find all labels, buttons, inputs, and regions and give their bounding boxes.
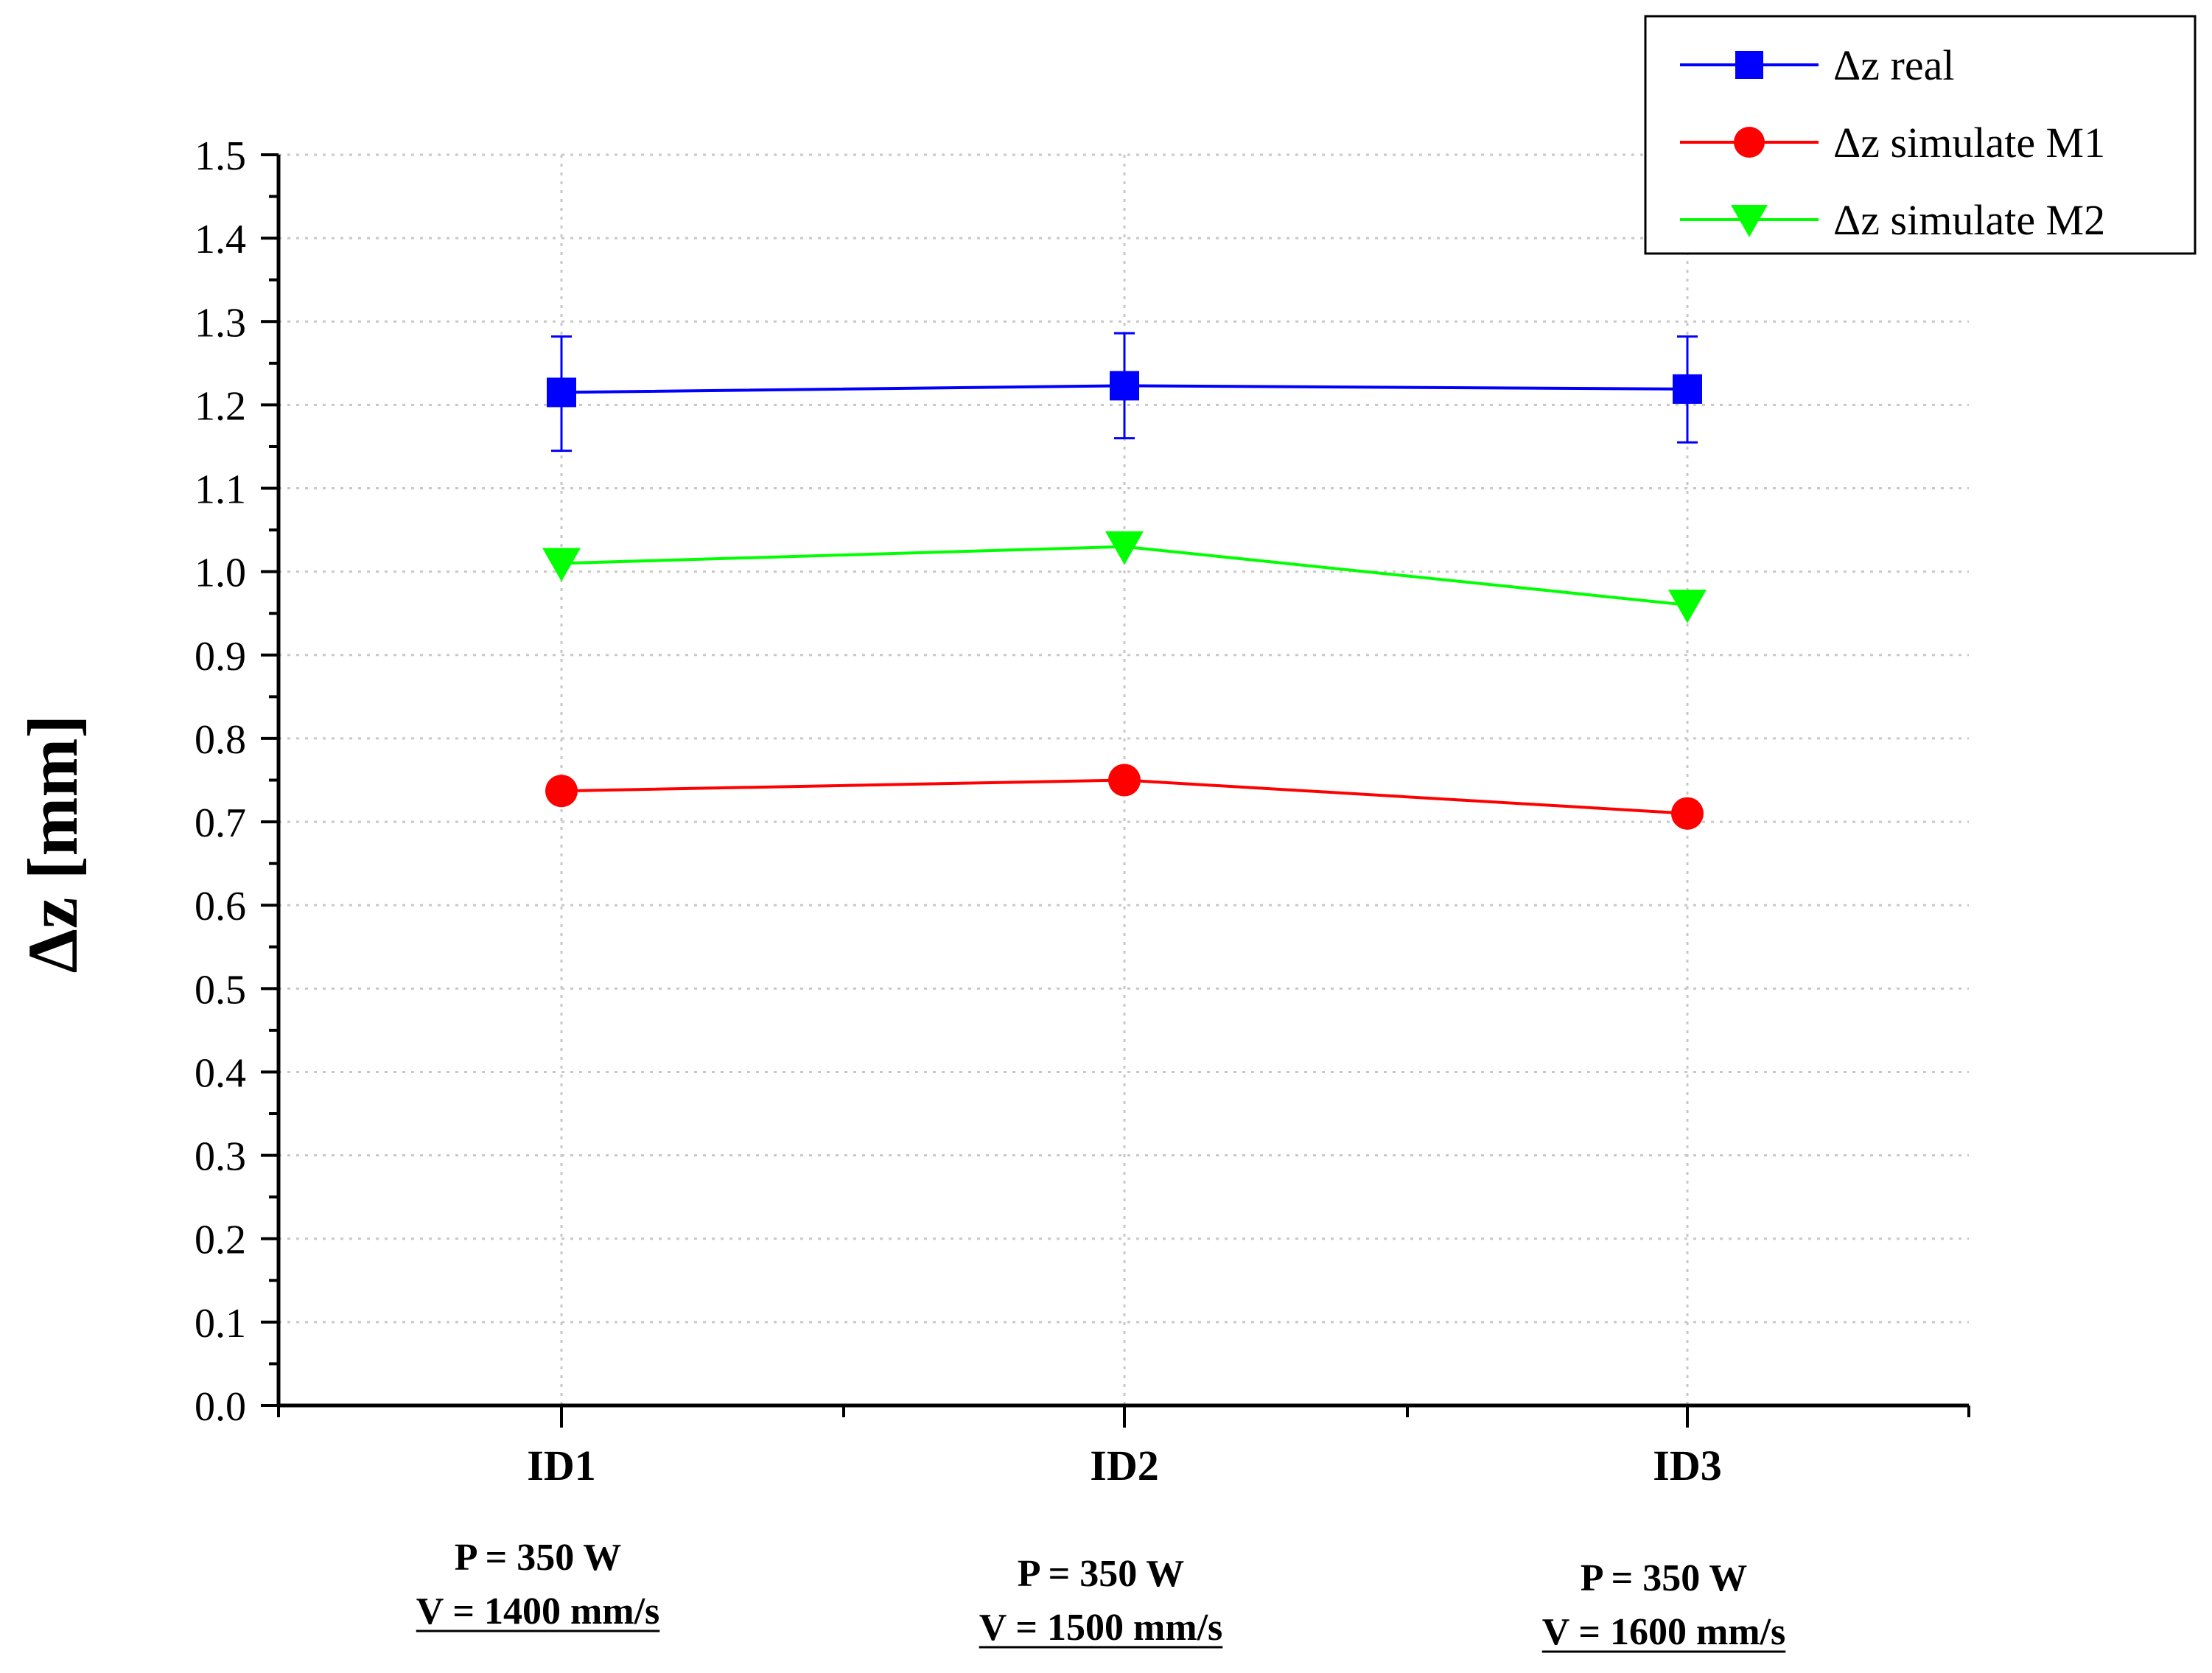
legend: Δz real Δz simulate M1 Δz simulate M2 — [1644, 15, 2197, 255]
data-point-circle — [1108, 764, 1141, 797]
x-category-label: ID3 — [1653, 1442, 1721, 1489]
y-tick-label: 0.5 — [195, 967, 246, 1013]
legend-label: Δz simulate M2 — [1833, 196, 2105, 244]
data-point-square — [547, 377, 576, 408]
legend-label: Δz simulate M1 — [1833, 119, 2105, 167]
legend-marker-triangle-down — [1731, 205, 1768, 237]
y-tick-label: 1.5 — [195, 133, 246, 179]
x-category-label: ID2 — [1090, 1442, 1158, 1489]
y-tick-label: 0.3 — [195, 1134, 246, 1180]
y-tick-label: 0.7 — [195, 800, 246, 846]
condition-speed-label: V = 1400 mm/s — [416, 1590, 660, 1632]
y-tick-label: 0.1 — [195, 1301, 246, 1347]
y-tick-label: 0.8 — [195, 717, 246, 763]
legend-item: Δz simulate M1 — [1680, 119, 2105, 167]
series — [542, 332, 1707, 830]
data-point-triangle-down — [1105, 531, 1144, 565]
y-tick-label: 0.9 — [195, 634, 246, 680]
condition-power-label: P = 350 W — [455, 1537, 622, 1579]
series-group — [547, 332, 1702, 453]
y-tick-label: 1.4 — [195, 217, 246, 262]
legend-item: Δz real — [1680, 41, 1954, 89]
y-tick-label: 1.0 — [195, 551, 246, 596]
y-tick-label: 1.2 — [195, 383, 246, 429]
data-point-square — [1673, 374, 1702, 404]
legend-marker-circle — [1734, 127, 1765, 158]
x-category-label: ID1 — [527, 1442, 595, 1489]
legend-marker-square — [1735, 51, 1763, 79]
condition-power-label: P = 350 W — [1581, 1557, 1748, 1599]
condition-speed-label: V = 1500 mm/s — [979, 1607, 1223, 1649]
condition-power-label: P = 350 W — [1018, 1553, 1185, 1595]
y-tick-label: 0.2 — [195, 1218, 246, 1263]
y-tick-label: 1.1 — [195, 467, 246, 513]
series-group — [542, 531, 1707, 624]
y-axis-label: Δz [mm] — [13, 715, 92, 974]
legend-item: Δz simulate M2 — [1680, 196, 2105, 244]
data-point-triangle-down — [542, 548, 581, 582]
y-tick-label: 1.3 — [195, 300, 246, 346]
condition-speed-label: V = 1600 mm/s — [1542, 1611, 1786, 1653]
y-axis-ticks: 0.0 0.1 0.2 0.3 0.4 0.5 0.6 0.7 0.8 0.9 1.0 1.1 1.2 1… — [195, 133, 279, 1430]
y-tick-label: 0.6 — [195, 884, 246, 929]
data-point-square — [1110, 371, 1139, 401]
x-axis-categories: ID1 P = 350 W V = 1400 mm/s ID2 P = 350 W V =… — [416, 1442, 1786, 1653]
y-tick-label: 0.4 — [195, 1050, 246, 1096]
data-point-circle — [545, 775, 578, 808]
data-point-circle — [1671, 797, 1704, 830]
data-point-triangle-down — [1668, 590, 1707, 624]
series-group — [545, 764, 1704, 830]
legend-label: Δz real — [1833, 41, 1954, 89]
y-tick-label: 0.0 — [195, 1384, 246, 1430]
